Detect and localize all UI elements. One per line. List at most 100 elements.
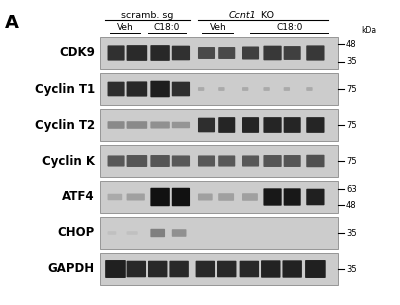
Text: Veh: Veh [210,23,226,32]
Text: ATF4: ATF4 [62,191,95,203]
FancyBboxPatch shape [198,47,215,59]
FancyBboxPatch shape [172,229,186,237]
Text: KO: KO [258,11,274,20]
FancyBboxPatch shape [306,155,324,167]
Text: 48: 48 [346,40,357,48]
FancyBboxPatch shape [264,46,282,60]
FancyBboxPatch shape [172,122,190,128]
Bar [100,109,338,141]
FancyBboxPatch shape [284,231,291,235]
FancyBboxPatch shape [306,117,324,133]
FancyBboxPatch shape [242,193,258,201]
FancyBboxPatch shape [108,121,125,129]
FancyBboxPatch shape [150,155,170,167]
FancyBboxPatch shape [126,261,146,277]
FancyBboxPatch shape [126,155,147,167]
FancyBboxPatch shape [150,121,170,128]
FancyBboxPatch shape [198,231,206,235]
Text: 35: 35 [346,264,357,274]
Text: 75: 75 [346,156,357,166]
FancyBboxPatch shape [264,87,270,91]
Text: 75: 75 [346,84,357,94]
Text: 63: 63 [346,185,357,193]
FancyBboxPatch shape [306,87,313,91]
FancyBboxPatch shape [198,193,213,200]
Text: kDa: kDa [361,26,376,35]
Text: Ccnt1: Ccnt1 [228,11,256,20]
Text: Cyclin T2: Cyclin T2 [35,119,95,131]
Text: GAPDH: GAPDH [48,263,95,275]
FancyBboxPatch shape [108,45,125,61]
Bar [100,145,338,177]
Bar [100,181,338,213]
Text: A: A [5,14,19,32]
FancyBboxPatch shape [196,261,215,277]
FancyBboxPatch shape [242,117,259,133]
FancyBboxPatch shape [198,156,215,167]
FancyBboxPatch shape [242,231,250,235]
FancyBboxPatch shape [218,156,235,167]
Text: Cyclin T1: Cyclin T1 [35,82,95,95]
FancyBboxPatch shape [306,231,315,235]
FancyBboxPatch shape [218,231,226,235]
FancyBboxPatch shape [170,261,189,277]
FancyBboxPatch shape [264,188,282,206]
FancyBboxPatch shape [242,156,259,167]
FancyBboxPatch shape [305,260,326,278]
FancyBboxPatch shape [284,155,301,167]
Text: C18:0: C18:0 [276,23,302,32]
FancyBboxPatch shape [126,45,147,61]
FancyBboxPatch shape [198,87,204,91]
FancyBboxPatch shape [108,156,125,167]
FancyBboxPatch shape [217,261,236,277]
Text: Veh: Veh [117,23,133,32]
Bar [100,73,338,105]
FancyBboxPatch shape [126,81,147,97]
FancyBboxPatch shape [240,261,259,277]
FancyBboxPatch shape [218,47,235,59]
FancyBboxPatch shape [105,260,126,278]
FancyBboxPatch shape [284,46,301,60]
FancyBboxPatch shape [282,260,302,278]
FancyBboxPatch shape [126,231,138,235]
FancyBboxPatch shape [172,82,190,96]
FancyBboxPatch shape [264,117,282,133]
FancyBboxPatch shape [172,156,190,167]
Text: scramb. sg: scramb. sg [122,11,174,20]
Text: 48: 48 [346,200,357,210]
FancyBboxPatch shape [218,193,234,201]
Text: 75: 75 [346,120,357,130]
FancyBboxPatch shape [108,231,116,235]
FancyBboxPatch shape [172,188,190,206]
FancyBboxPatch shape [306,45,324,61]
Text: CDK9: CDK9 [59,46,95,59]
FancyBboxPatch shape [108,82,125,96]
FancyBboxPatch shape [172,46,190,60]
Text: 35: 35 [346,57,357,66]
FancyBboxPatch shape [218,117,235,133]
FancyBboxPatch shape [264,231,272,235]
FancyBboxPatch shape [264,155,282,167]
FancyBboxPatch shape [218,87,224,91]
FancyBboxPatch shape [306,189,324,205]
FancyBboxPatch shape [242,87,248,91]
Bar [100,253,338,285]
Text: CHOP: CHOP [58,227,95,239]
FancyBboxPatch shape [150,45,170,61]
FancyBboxPatch shape [108,194,122,200]
FancyBboxPatch shape [126,121,147,129]
Bar [100,37,338,69]
FancyBboxPatch shape [126,193,145,200]
FancyBboxPatch shape [284,188,301,206]
Text: 35: 35 [346,228,357,238]
FancyBboxPatch shape [261,260,280,278]
FancyBboxPatch shape [242,46,259,59]
Bar [100,217,338,249]
FancyBboxPatch shape [284,87,290,91]
FancyBboxPatch shape [150,81,170,97]
FancyBboxPatch shape [284,117,301,133]
Text: C18:0: C18:0 [154,23,180,32]
FancyBboxPatch shape [198,118,215,132]
FancyBboxPatch shape [150,188,170,206]
FancyBboxPatch shape [150,229,165,237]
